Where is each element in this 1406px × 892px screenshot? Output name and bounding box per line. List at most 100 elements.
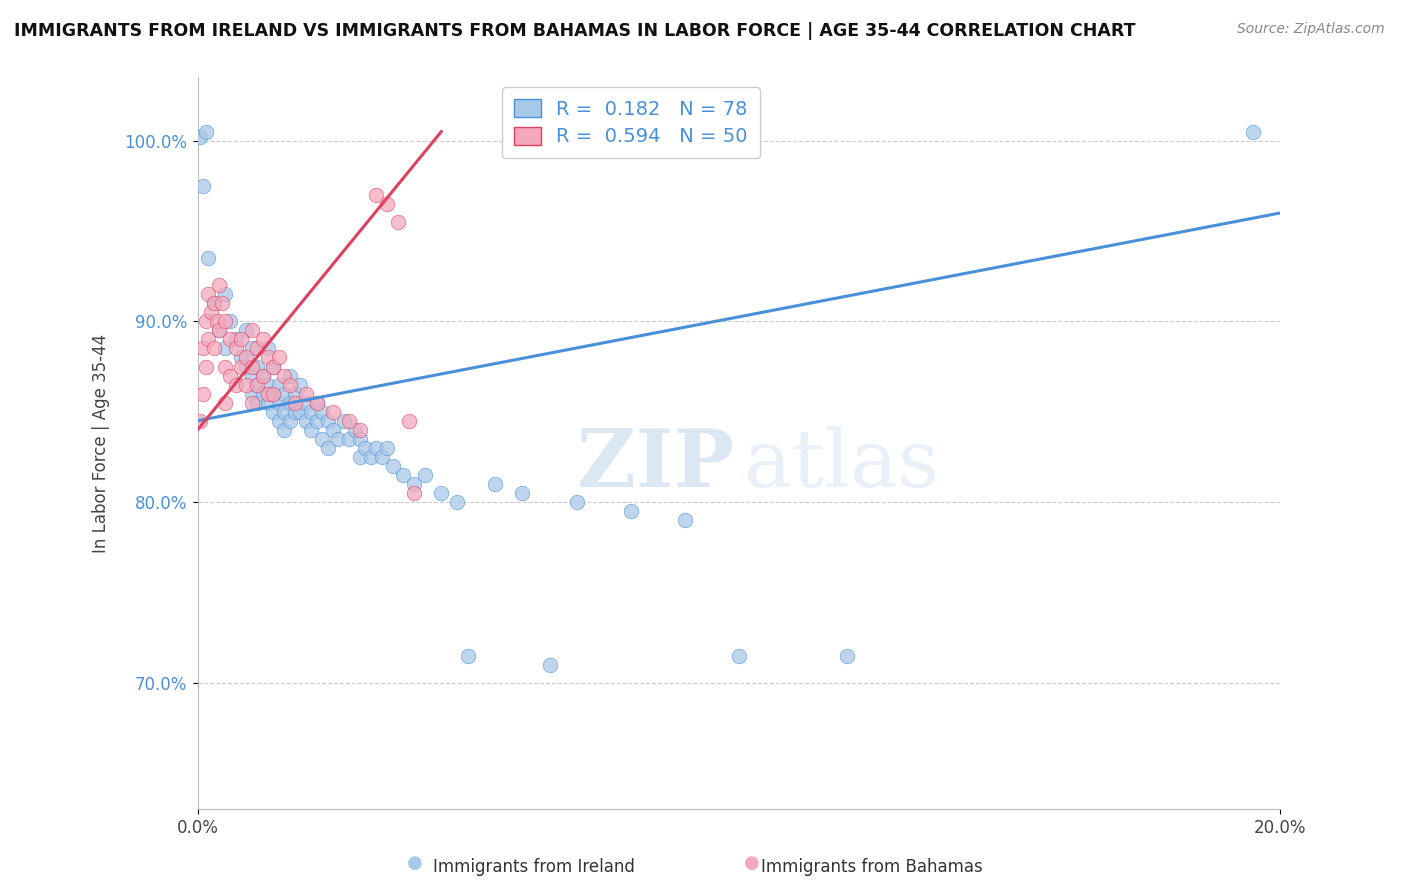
Point bbox=[343, 423, 366, 437]
Point bbox=[337, 414, 360, 428]
Point bbox=[246, 395, 269, 409]
Text: ●: ● bbox=[744, 855, 761, 872]
Point bbox=[311, 432, 333, 446]
Point bbox=[273, 368, 295, 383]
Point bbox=[620, 504, 643, 518]
Point bbox=[328, 432, 350, 446]
Point bbox=[252, 368, 274, 383]
Point bbox=[299, 423, 322, 437]
Point bbox=[202, 296, 225, 310]
Point bbox=[246, 359, 269, 374]
Point bbox=[375, 441, 398, 455]
Point bbox=[235, 359, 257, 374]
Point bbox=[252, 368, 274, 383]
Point bbox=[305, 395, 328, 409]
Point bbox=[208, 323, 231, 337]
Point bbox=[404, 477, 426, 491]
Point bbox=[430, 486, 453, 500]
Point bbox=[219, 314, 242, 328]
Point bbox=[214, 287, 236, 301]
Point bbox=[333, 414, 356, 428]
Point bbox=[290, 377, 312, 392]
Text: IMMIGRANTS FROM IRELAND VS IMMIGRANTS FROM BAHAMAS IN LABOR FORCE | AGE 35-44 CO: IMMIGRANTS FROM IRELAND VS IMMIGRANTS FR… bbox=[14, 22, 1136, 40]
Point bbox=[202, 342, 225, 356]
Point bbox=[211, 296, 233, 310]
Point bbox=[252, 386, 274, 401]
Point bbox=[273, 386, 295, 401]
Point bbox=[214, 342, 236, 356]
Point bbox=[284, 386, 307, 401]
Point bbox=[188, 130, 211, 145]
Point bbox=[278, 395, 301, 409]
Point bbox=[349, 432, 371, 446]
Legend: R =  0.182   N = 78, R =  0.594   N = 50: R = 0.182 N = 78, R = 0.594 N = 50 bbox=[502, 87, 759, 158]
Point bbox=[354, 441, 377, 455]
Point bbox=[381, 458, 404, 473]
Point bbox=[219, 368, 242, 383]
Point bbox=[360, 450, 382, 464]
Point bbox=[349, 450, 371, 464]
Point bbox=[565, 495, 588, 509]
Point bbox=[337, 432, 360, 446]
Point bbox=[349, 423, 371, 437]
Point bbox=[246, 342, 269, 356]
Text: ZIP: ZIP bbox=[576, 426, 734, 504]
Text: Immigrants from Ireland: Immigrants from Ireland bbox=[433, 858, 636, 876]
Point bbox=[278, 368, 301, 383]
Point bbox=[290, 405, 312, 419]
Text: Source: ZipAtlas.com: Source: ZipAtlas.com bbox=[1237, 22, 1385, 37]
Point bbox=[728, 648, 751, 663]
Point bbox=[229, 351, 252, 365]
Point bbox=[194, 125, 217, 139]
Point bbox=[219, 332, 242, 346]
Point bbox=[257, 386, 280, 401]
Point bbox=[200, 305, 222, 319]
Point bbox=[235, 377, 257, 392]
Point bbox=[404, 486, 426, 500]
Point bbox=[225, 332, 247, 346]
Point bbox=[305, 395, 328, 409]
Point bbox=[225, 342, 247, 356]
Point bbox=[316, 441, 339, 455]
Point bbox=[295, 414, 318, 428]
Point bbox=[225, 377, 247, 392]
Point bbox=[229, 359, 252, 374]
Point bbox=[392, 467, 415, 482]
Point bbox=[305, 414, 328, 428]
Point bbox=[370, 450, 392, 464]
Point bbox=[284, 395, 307, 409]
Point bbox=[240, 386, 263, 401]
Text: ●: ● bbox=[406, 855, 423, 872]
Point bbox=[299, 405, 322, 419]
Point bbox=[257, 395, 280, 409]
Point bbox=[246, 377, 269, 392]
Point bbox=[262, 386, 284, 401]
Point bbox=[257, 377, 280, 392]
Point bbox=[197, 332, 219, 346]
Text: Immigrants from Bahamas: Immigrants from Bahamas bbox=[761, 858, 983, 876]
Point bbox=[273, 405, 295, 419]
Point bbox=[240, 359, 263, 374]
Point bbox=[1241, 125, 1264, 139]
Point bbox=[398, 414, 420, 428]
Point bbox=[191, 386, 214, 401]
Point bbox=[284, 405, 307, 419]
Point bbox=[267, 377, 290, 392]
Point bbox=[257, 342, 280, 356]
Point bbox=[262, 405, 284, 419]
Point bbox=[194, 359, 217, 374]
Point bbox=[262, 386, 284, 401]
Point bbox=[311, 405, 333, 419]
Y-axis label: In Labor Force | Age 35-44: In Labor Force | Age 35-44 bbox=[93, 334, 110, 553]
Point bbox=[295, 386, 318, 401]
Point bbox=[205, 314, 228, 328]
Point bbox=[235, 323, 257, 337]
Point bbox=[197, 251, 219, 265]
Point bbox=[194, 314, 217, 328]
Point bbox=[278, 414, 301, 428]
Point bbox=[446, 495, 468, 509]
Point bbox=[295, 395, 318, 409]
Point bbox=[673, 513, 696, 527]
Point bbox=[387, 215, 409, 229]
Point bbox=[273, 423, 295, 437]
